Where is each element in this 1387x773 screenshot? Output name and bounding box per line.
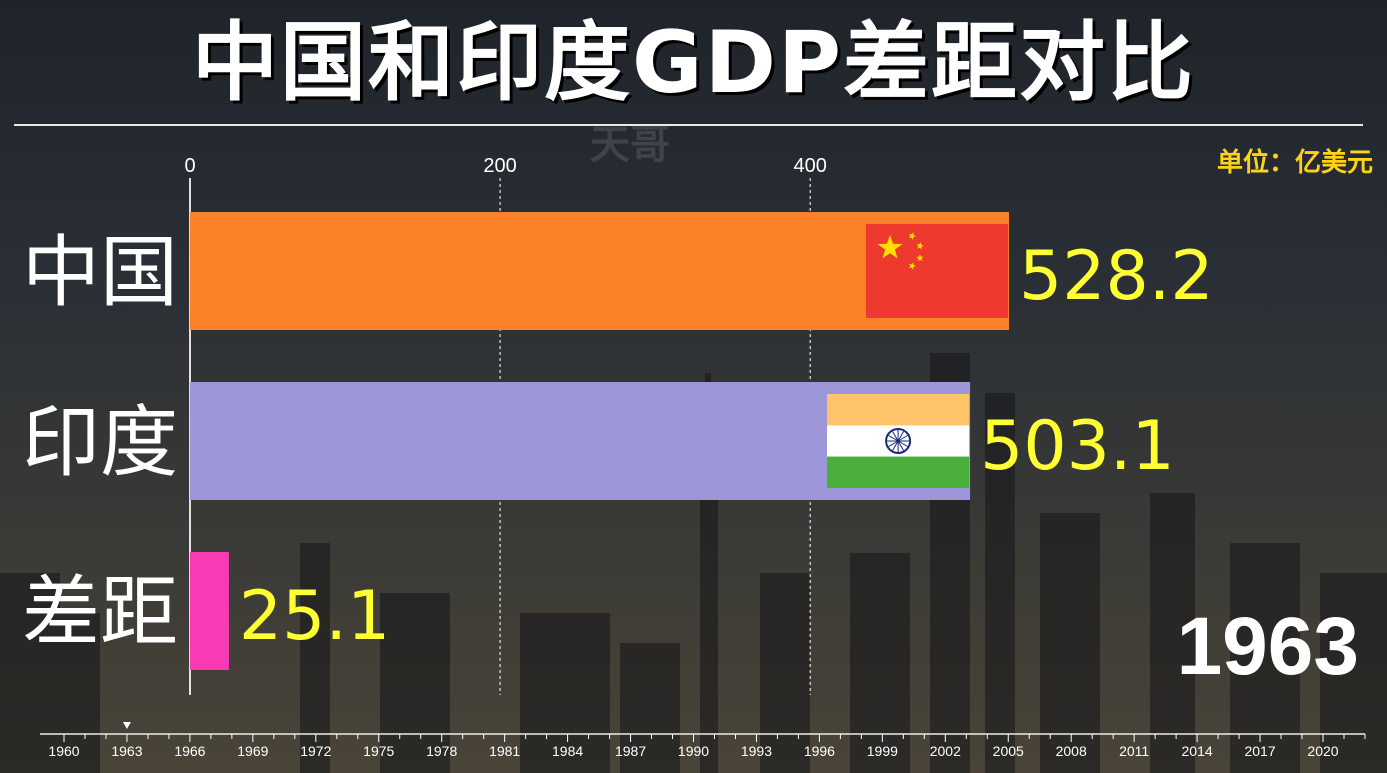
timeline-current-marker	[122, 722, 131, 729]
timeline-year-label: 2017	[1244, 743, 1275, 759]
timeline-year-label: 1984	[552, 743, 583, 759]
timeline-year-label: 2014	[1182, 743, 1213, 759]
timeline-year-label: 1999	[867, 743, 898, 759]
bar-2	[190, 552, 229, 670]
timeline-year-label: 1996	[804, 743, 835, 759]
category-label: 差距	[22, 568, 178, 658]
x-tick-label: 0	[184, 155, 195, 177]
category-label: 印度	[22, 398, 178, 488]
india-flag-icon	[827, 394, 970, 488]
chart-title: 中国和印度GDP差距对比	[191, 13, 1195, 113]
x-tick-label: 200	[483, 155, 516, 177]
timeline-year-label: 1963	[111, 743, 142, 759]
data-label: 25.1	[239, 577, 390, 656]
title-divider	[14, 124, 1363, 126]
timeline-year-label: 1960	[48, 743, 79, 759]
category-label: 中国	[22, 228, 178, 318]
timeline-year-label: 2020	[1307, 743, 1338, 759]
timeline-year-label: 1966	[174, 743, 205, 759]
timeline-year-label: 1990	[678, 743, 709, 759]
timeline-year-label: 1987	[615, 743, 646, 759]
current-year: 1963	[1176, 601, 1359, 692]
data-label: 503.1	[980, 407, 1175, 486]
timeline-year-label: 1981	[489, 743, 520, 759]
china-flag-icon	[866, 224, 1008, 318]
watermark: 天哥	[590, 122, 670, 168]
timeline-year-label: 1978	[426, 743, 457, 759]
unit-label: 单位：亿美元	[1216, 148, 1373, 178]
timeline-year-label: 1993	[741, 743, 772, 759]
x-tick-label: 400	[794, 155, 827, 177]
timeline-year-label: 1972	[300, 743, 331, 759]
timeline-year-label: 2005	[993, 743, 1024, 759]
timeline-year-label: 2008	[1056, 743, 1087, 759]
timeline-year-label: 2011	[1119, 743, 1149, 759]
timeline-year-label: 1975	[363, 743, 394, 759]
timeline-year-label: 1969	[237, 743, 268, 759]
data-label: 528.2	[1019, 237, 1214, 316]
timeline-year-label: 2002	[930, 743, 961, 759]
